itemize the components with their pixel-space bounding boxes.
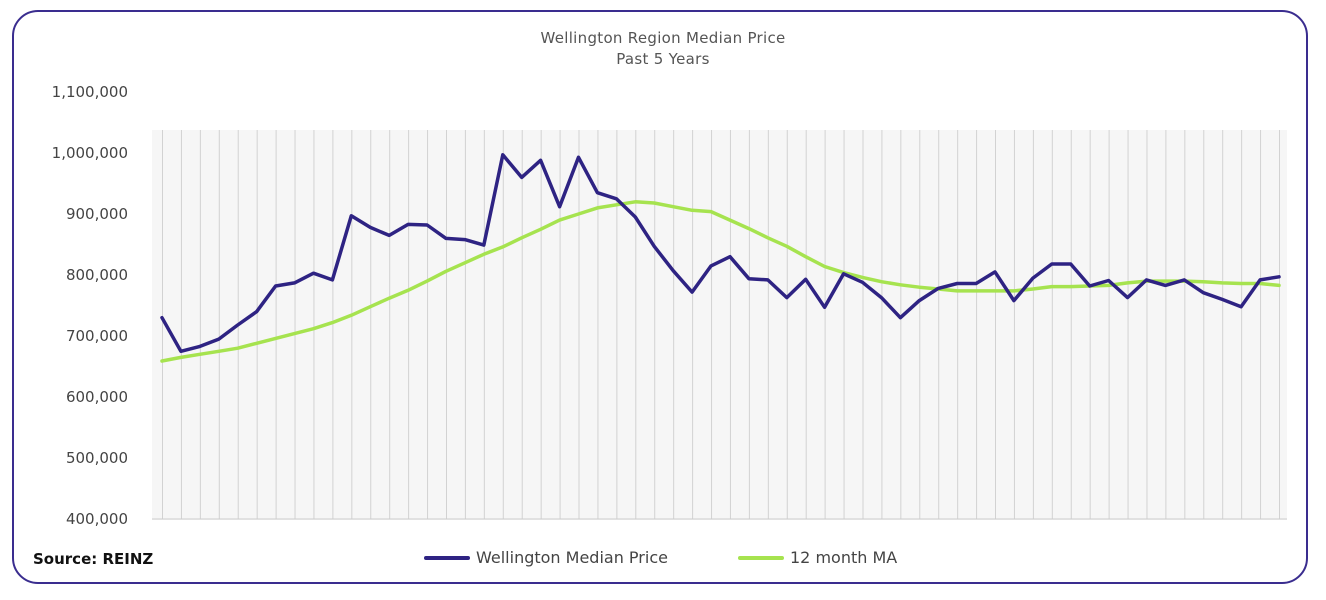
legend-label-ma: 12 month MA bbox=[790, 548, 898, 567]
series-layer bbox=[160, 153, 1281, 363]
y-tick-label: 1,000,000 bbox=[52, 144, 128, 162]
source-label: Source: REINZ bbox=[33, 550, 154, 568]
y-tick-label: 800,000 bbox=[66, 266, 128, 284]
series-line-median-price bbox=[160, 153, 1281, 354]
y-axis: 400,000 500,000 600,000 700,000 800,000 900,0… bbox=[52, 83, 128, 528]
legend-swatch-ma bbox=[738, 555, 784, 560]
y-tick-label: 500,000 bbox=[66, 449, 128, 467]
chart-subtitle: Past 5 Years bbox=[616, 50, 710, 68]
y-tick-label: 900,000 bbox=[66, 205, 128, 223]
y-tick-label: 400,000 bbox=[66, 510, 128, 528]
legend-item-median: Wellington Median Price bbox=[424, 548, 668, 567]
chart-title: Wellington Region Median Price bbox=[540, 29, 786, 47]
legend-swatch-median bbox=[424, 555, 470, 560]
y-tick-label: 600,000 bbox=[66, 388, 128, 406]
vertical-gridlines bbox=[162, 130, 1280, 519]
legend-item-ma: 12 month MA bbox=[738, 548, 897, 567]
y-tick-label: 700,000 bbox=[66, 327, 128, 345]
legend-label-median: Wellington Median Price bbox=[476, 548, 668, 567]
plot-area-shade bbox=[152, 130, 1287, 520]
y-tick-label: 1,100,000 bbox=[52, 83, 128, 101]
